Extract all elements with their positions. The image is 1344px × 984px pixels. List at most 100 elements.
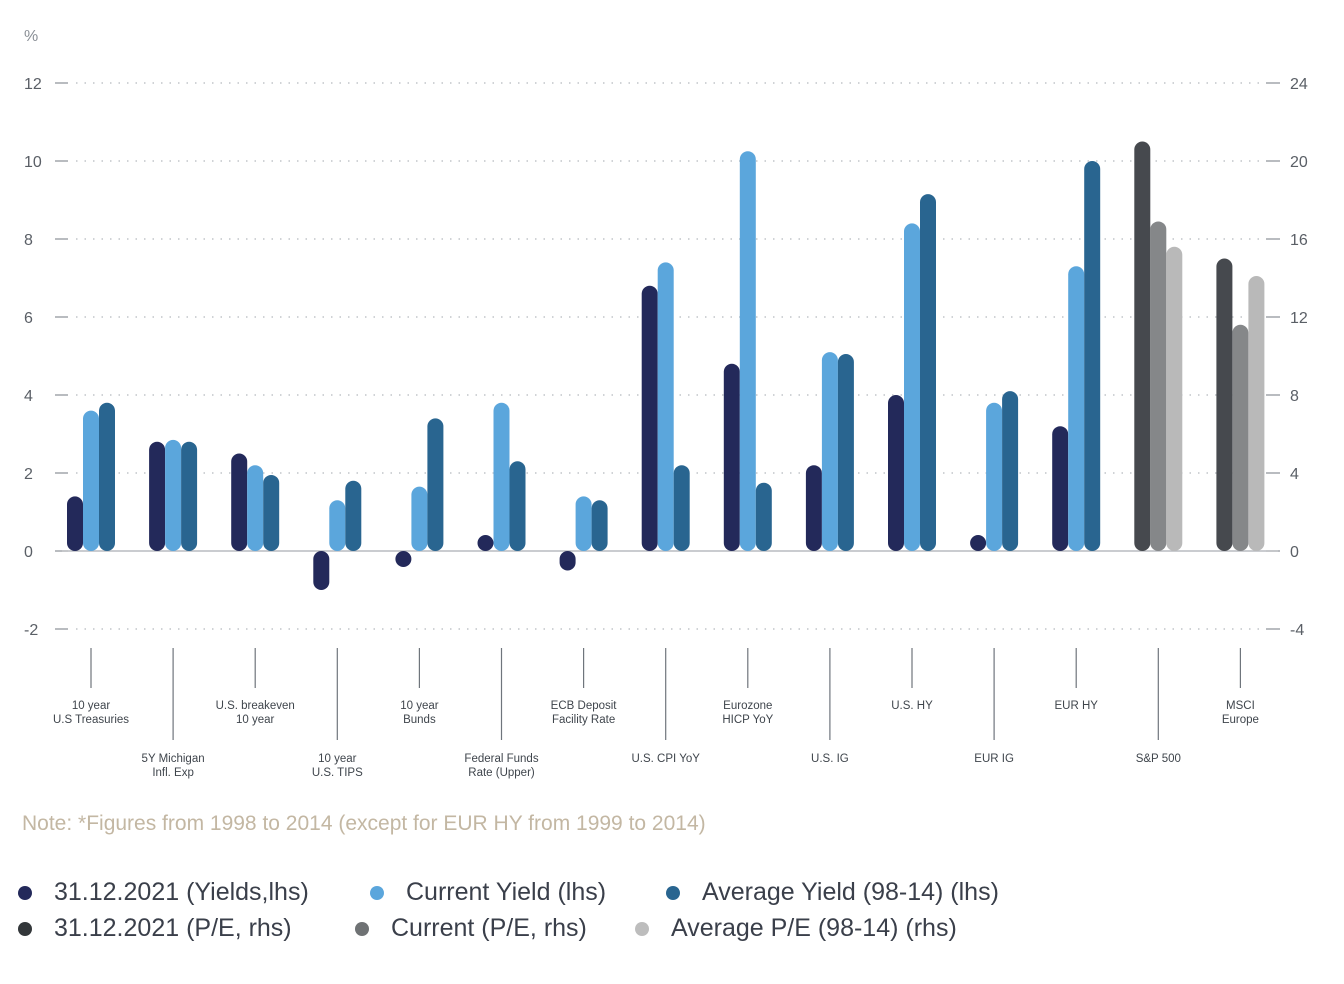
bar	[1232, 324, 1249, 551]
bar	[559, 551, 576, 571]
legend-marker	[18, 885, 32, 900]
category-label: 10 year U.S Treasuries	[53, 700, 129, 726]
bar	[427, 418, 444, 551]
bar	[99, 402, 115, 551]
bar	[723, 363, 740, 551]
bar	[477, 535, 494, 551]
right-tick-label: 4	[1290, 466, 1299, 483]
category-label: EUR HY	[1054, 700, 1098, 712]
legend: 31.12.2021 (Yields,lhs) Current Yield (l…	[18, 878, 1318, 950]
legend-item-current-pe: Current (P/E, rhs)	[355, 914, 587, 943]
bar	[1248, 276, 1265, 551]
right-tick-label: 24	[1290, 76, 1308, 93]
legend-marker	[355, 921, 369, 936]
legend-item-average-yield: Average Yield (98-14) (lhs)	[666, 878, 999, 907]
bar	[345, 480, 362, 551]
legend-label: 31.12.2021 (P/E, rhs)	[54, 914, 292, 942]
bar	[888, 395, 904, 551]
bar	[1052, 426, 1069, 551]
legend-label: Current Yield (lhs)	[406, 878, 607, 906]
legend-item-current-yield: Current Yield (lhs)	[370, 878, 606, 907]
bar	[509, 461, 526, 551]
bar	[67, 496, 83, 551]
category-label: U.S. CPI YoY	[631, 753, 700, 765]
bar	[329, 500, 346, 551]
bar	[904, 223, 920, 551]
bar	[1084, 161, 1101, 551]
bar	[411, 486, 428, 551]
category-label: 5Y Michigan Infl. Exp	[142, 753, 205, 779]
legend-row-yields: 31.12.2021 (Yields,lhs) Current Yield (l…	[18, 878, 1318, 914]
bar	[1068, 266, 1085, 551]
category-label: S&P 500	[1136, 753, 1181, 765]
legend-label: Average P/E (98-14) (rhs)	[671, 914, 957, 942]
right-tick-label: 12	[1290, 310, 1308, 327]
legend-row-pe: 31.12.2021 (P/E, rhs) Current (P/E, rhs)…	[18, 914, 1318, 950]
bar	[181, 441, 198, 551]
bar	[821, 352, 838, 551]
category-label: U.S. IG	[811, 753, 849, 765]
legend-marker	[666, 885, 680, 900]
bar	[1166, 246, 1183, 552]
bar	[493, 402, 510, 551]
bar	[970, 535, 987, 551]
legend-item-average-pe: Average P/E (98-14) (rhs)	[635, 914, 957, 943]
category-label: EUR IG	[974, 753, 1014, 765]
left-tick-label: 8	[24, 232, 33, 249]
bar	[837, 354, 854, 551]
right-tick-label: 16	[1290, 232, 1308, 249]
category-label: ECB Deposit Facility Rate	[551, 700, 618, 726]
bar	[657, 262, 674, 551]
legend-item-pe-2021: 31.12.2021 (P/E, rhs)	[18, 914, 292, 943]
bar	[920, 194, 936, 551]
category-label: 10 year Bunds	[400, 700, 439, 726]
chart-note: Note: *Figures from 1998 to 2014 (except…	[22, 812, 706, 835]
bar	[1216, 258, 1233, 551]
bar	[263, 474, 280, 551]
category-label: Federal Funds Rate (Upper)	[464, 753, 538, 779]
bar	[231, 453, 248, 551]
bar	[739, 151, 756, 551]
legend-label: 31.12.2021 (Yields,lhs)	[54, 878, 309, 906]
left-tick-label: 4	[24, 388, 33, 405]
right-tick-label: 8	[1290, 388, 1299, 405]
bar	[986, 402, 1003, 551]
bar	[591, 500, 608, 551]
right-tick-label: -4	[1290, 622, 1304, 639]
legend-item-yields-2021: 31.12.2021 (Yields,lhs)	[18, 878, 309, 907]
bar	[149, 441, 166, 551]
legend-marker	[18, 921, 32, 936]
left-axis-unit: %	[24, 28, 38, 45]
left-tick-label: 6	[24, 310, 33, 327]
category-label: U.S. breakeven 10 year	[216, 700, 295, 726]
bar	[641, 285, 658, 551]
bar	[395, 551, 412, 567]
bar	[673, 465, 690, 551]
left-tick-label: 10	[24, 154, 42, 171]
bar	[165, 439, 182, 551]
bar	[1134, 141, 1151, 551]
bar	[575, 496, 592, 551]
category-label: Eurozone HICP YoY	[722, 700, 773, 726]
bar	[247, 465, 264, 551]
left-tick-label: 12	[24, 76, 42, 93]
bar	[313, 551, 330, 590]
left-tick-label: 2	[24, 466, 33, 483]
category-label: U.S. HY	[891, 700, 933, 712]
bar	[83, 410, 99, 551]
legend-label: Average Yield (98-14) (lhs)	[702, 878, 999, 906]
legend-marker	[635, 921, 649, 936]
right-tick-label: 20	[1290, 154, 1308, 171]
category-label: MSCI Europe	[1222, 700, 1259, 726]
bar	[805, 465, 822, 551]
bar	[755, 482, 772, 551]
right-tick-label: 0	[1290, 544, 1299, 561]
bar	[1002, 391, 1019, 551]
left-tick-label: -2	[24, 622, 38, 639]
category-label: 10 year U.S. TIPS	[312, 753, 363, 779]
legend-marker	[370, 885, 384, 900]
legend-label: Current (P/E, rhs)	[391, 914, 587, 942]
left-tick-label: 0	[24, 544, 33, 561]
bar	[1150, 221, 1167, 551]
